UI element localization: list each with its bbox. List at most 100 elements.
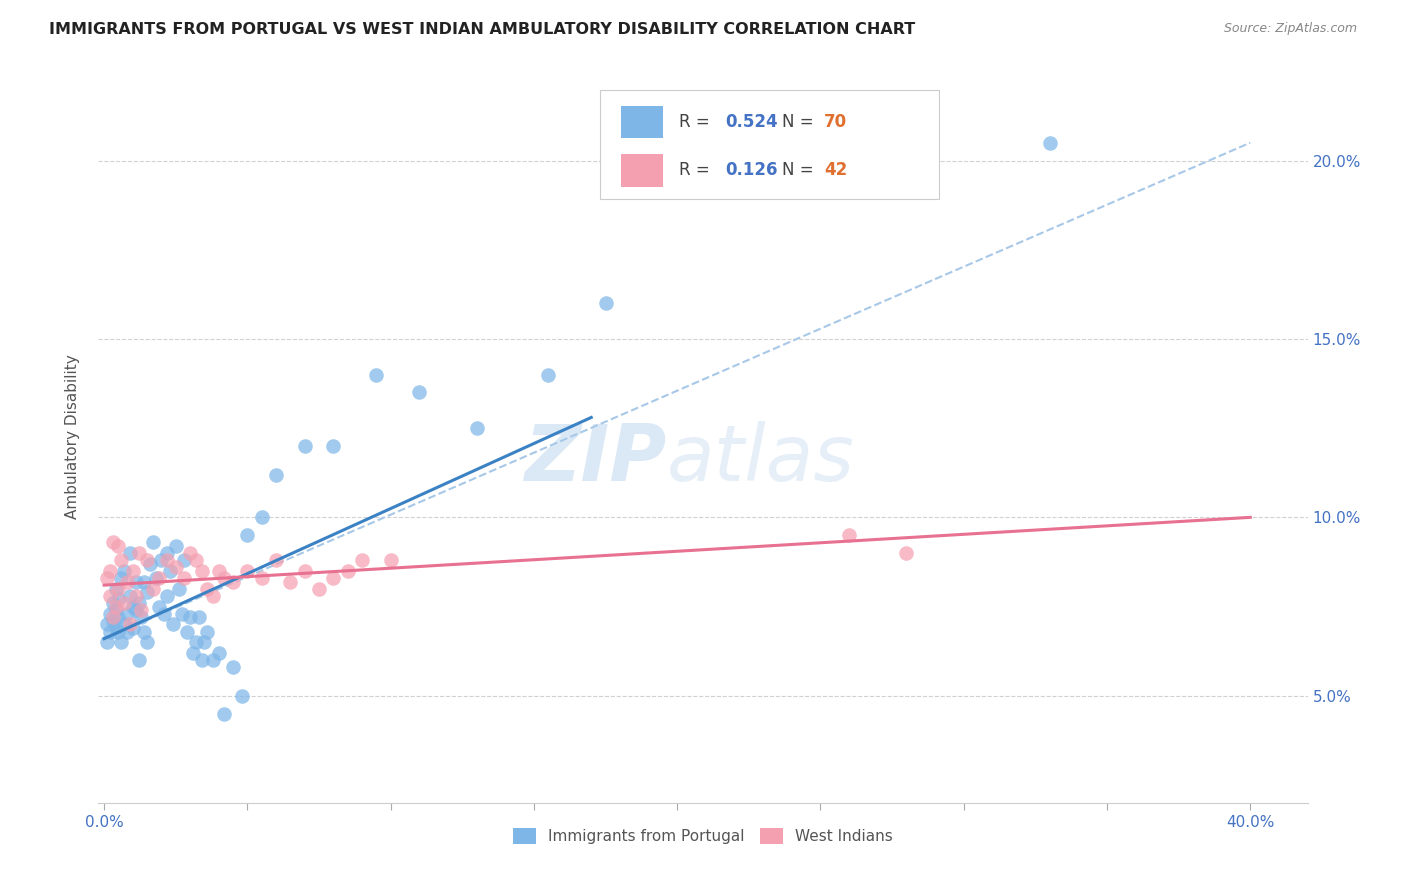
Point bbox=[98, 564, 121, 578]
Point bbox=[115, 624, 138, 639]
Point bbox=[294, 439, 316, 453]
Point bbox=[150, 553, 173, 567]
Point bbox=[165, 539, 187, 553]
Point bbox=[101, 596, 124, 610]
Point bbox=[110, 571, 132, 585]
Point bbox=[308, 582, 330, 596]
Text: ZIP: ZIP bbox=[524, 421, 666, 497]
Point bbox=[167, 582, 190, 596]
Point bbox=[128, 653, 150, 667]
Point bbox=[181, 646, 204, 660]
Point bbox=[128, 596, 150, 610]
Point bbox=[193, 635, 215, 649]
Point bbox=[380, 553, 402, 567]
Point bbox=[208, 564, 231, 578]
Point bbox=[208, 646, 231, 660]
Point bbox=[110, 553, 132, 567]
Point bbox=[184, 553, 207, 567]
Point bbox=[250, 571, 273, 585]
Point bbox=[222, 574, 245, 589]
Point bbox=[176, 624, 198, 639]
Point bbox=[236, 528, 259, 542]
Point bbox=[170, 607, 193, 621]
Point bbox=[98, 624, 121, 639]
Point bbox=[131, 603, 153, 617]
Point bbox=[153, 607, 176, 621]
Point bbox=[159, 564, 181, 578]
Point bbox=[202, 589, 225, 603]
Point bbox=[124, 603, 146, 617]
Point bbox=[148, 599, 170, 614]
Point bbox=[107, 592, 129, 607]
Point bbox=[134, 574, 156, 589]
Point bbox=[101, 614, 124, 628]
Point bbox=[115, 574, 138, 589]
Point bbox=[250, 510, 273, 524]
Point bbox=[107, 582, 129, 596]
Point bbox=[214, 706, 236, 721]
Point bbox=[104, 599, 127, 614]
Point bbox=[98, 589, 121, 603]
Point bbox=[142, 535, 165, 549]
Point bbox=[264, 467, 287, 482]
Point bbox=[118, 617, 141, 632]
Point bbox=[136, 635, 159, 649]
Point bbox=[195, 582, 218, 596]
Point bbox=[121, 621, 143, 635]
Point bbox=[537, 368, 560, 382]
Point bbox=[98, 607, 121, 621]
Point bbox=[110, 635, 132, 649]
Text: atlas: atlas bbox=[666, 421, 855, 497]
Text: 0.126: 0.126 bbox=[724, 161, 778, 179]
Point bbox=[112, 564, 135, 578]
Point bbox=[124, 574, 146, 589]
Point bbox=[107, 610, 129, 624]
Point bbox=[104, 621, 127, 635]
Point bbox=[128, 546, 150, 560]
Point bbox=[173, 571, 195, 585]
Text: N =: N = bbox=[782, 161, 818, 179]
Text: 0.524: 0.524 bbox=[724, 113, 778, 131]
Point bbox=[104, 603, 127, 617]
Point bbox=[280, 574, 302, 589]
Point bbox=[190, 653, 212, 667]
Point bbox=[1039, 136, 1062, 150]
Point bbox=[96, 571, 118, 585]
Point bbox=[118, 546, 141, 560]
Point bbox=[236, 564, 259, 578]
Point bbox=[162, 617, 184, 632]
Y-axis label: Ambulatory Disability: Ambulatory Disability bbox=[65, 355, 80, 519]
Point bbox=[231, 689, 253, 703]
Point bbox=[595, 296, 617, 310]
Point bbox=[408, 385, 430, 400]
Point bbox=[121, 599, 143, 614]
Point bbox=[96, 617, 118, 632]
Text: Source: ZipAtlas.com: Source: ZipAtlas.com bbox=[1223, 22, 1357, 36]
Point bbox=[165, 560, 187, 574]
Point bbox=[264, 553, 287, 567]
Point bbox=[222, 660, 245, 674]
Point bbox=[136, 585, 159, 599]
Point bbox=[148, 571, 170, 585]
Point bbox=[101, 535, 124, 549]
Point bbox=[322, 571, 344, 585]
Point bbox=[838, 528, 860, 542]
Point bbox=[187, 610, 209, 624]
Point bbox=[173, 553, 195, 567]
Point bbox=[101, 610, 124, 624]
Point bbox=[142, 582, 165, 596]
Point bbox=[184, 635, 207, 649]
Point bbox=[195, 624, 218, 639]
Point bbox=[118, 589, 141, 603]
Point bbox=[131, 610, 153, 624]
Point bbox=[124, 589, 146, 603]
Point bbox=[350, 553, 373, 567]
Point bbox=[366, 368, 388, 382]
Point bbox=[115, 607, 138, 621]
Point bbox=[179, 546, 201, 560]
Point bbox=[107, 624, 129, 639]
Legend: Immigrants from Portugal, West Indians: Immigrants from Portugal, West Indians bbox=[508, 822, 898, 850]
Point bbox=[294, 564, 316, 578]
Point bbox=[336, 564, 359, 578]
Point bbox=[96, 635, 118, 649]
